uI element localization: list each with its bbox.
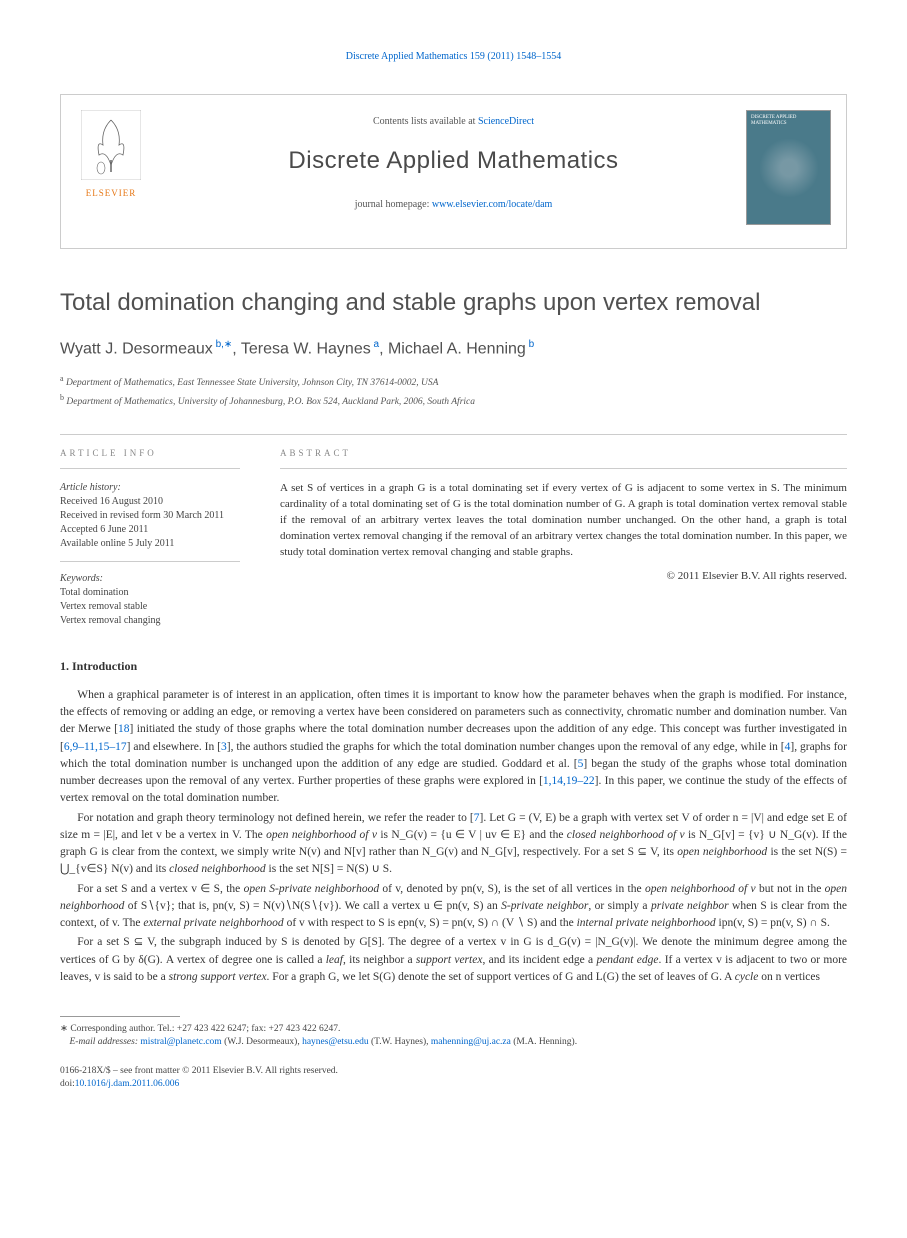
citation-link[interactable]: 7 [474,812,480,824]
footer-bar: 0166-218X/$ – see front matter © 2011 El… [60,1065,847,1092]
email-addresses-line: E-mail addresses: mistral@planetc.com (W… [60,1036,847,1049]
contents-prefix: Contents lists available at [373,116,478,127]
journal-cover-thumbnail: DISCRETE APPLIED MATHEMATICS [746,110,831,225]
abstract-label: ABSTRACT [280,447,847,469]
citation-link[interactable]: 4 [785,741,791,753]
email-attribution: (T.W. Haynes), [369,1037,429,1047]
corresponding-author-note: ∗ Corresponding author. Tel.: +27 423 42… [60,1023,847,1036]
citation-link[interactable]: 1,14,19–22 [543,775,595,787]
keyword: Vertex removal stable [60,600,240,614]
journal-header-box: ELSEVIER DISCRETE APPLIED MATHEMATICS Co… [60,94,847,249]
keyword: Total domination [60,586,240,600]
contents-available-line: Contents lists available at ScienceDirec… [181,115,726,129]
abstract-text: A set S of vertices in a graph G is a to… [280,481,847,561]
history-line: Received in revised form 30 March 2011 [60,509,240,523]
abstract-column: ABSTRACT A set S of vertices in a graph … [260,435,847,628]
affiliations: a Department of Mathematics, East Tennes… [60,373,847,410]
homepage-link[interactable]: www.elsevier.com/locate/dam [432,199,552,210]
sciencedirect-link[interactable]: ScienceDirect [478,116,534,127]
cover-art [759,138,819,198]
article-info-label: ARTICLE INFO [60,447,240,469]
cover-title: DISCRETE APPLIED MATHEMATICS [747,111,830,130]
body-text: When a graphical parameter is of interes… [60,687,847,986]
email-attribution: (W.J. Desormeaux), [222,1037,300,1047]
elsevier-wordmark: ELSEVIER [76,187,146,200]
affiliation-line: a Department of Mathematics, East Tennes… [60,373,847,390]
journal-homepage-line: journal homepage: www.elsevier.com/locat… [181,198,726,212]
article-info-column: ARTICLE INFO Article history: Received 1… [60,435,260,628]
article-title: Total domination changing and stable gra… [60,289,847,318]
elsevier-logo: ELSEVIER [76,110,146,199]
running-head: Discrete Applied Mathematics 159 (2011) … [60,50,847,64]
doi-label: doi: [60,1079,75,1089]
article-history: Article history: Received 16 August 2010… [60,481,240,562]
paragraph: When a graphical parameter is of interes… [60,687,847,808]
keywords-block: Keywords: Total dominationVertex removal… [60,572,240,628]
paragraph: For a set S ⊆ V, the subgraph induced by… [60,934,847,986]
history-line: Received 16 August 2010 [60,495,240,509]
footnotes: ∗ Corresponding author. Tel.: +27 423 42… [60,1023,847,1050]
history-line: Available online 5 July 2011 [60,537,240,551]
affiliation-line: b Department of Mathematics, University … [60,392,847,409]
email-link[interactable]: mistral@planetc.com [140,1037,221,1047]
doi-link[interactable]: 10.1016/j.dam.2011.06.006 [75,1079,179,1089]
email-attribution: (M.A. Henning). [511,1037,577,1047]
keywords-label: Keywords: [60,572,240,586]
author-list: Wyatt J. Desormeaux b,∗, Teresa W. Hayne… [60,338,847,361]
keyword: Vertex removal changing [60,614,240,628]
citation-link[interactable]: 6,9–11,15–17 [64,741,127,753]
abstract-copyright: © 2011 Elsevier B.V. All rights reserved… [280,569,847,584]
paragraph: For notation and graph theory terminolog… [60,810,847,879]
email-label: E-mail addresses: [70,1037,139,1047]
history-line: Accepted 6 June 2011 [60,523,240,537]
journal-name: Discrete Applied Mathematics [181,144,726,178]
citation-link[interactable]: 18 [118,723,130,735]
footnote-separator [60,1016,180,1017]
running-head-link[interactable]: Discrete Applied Mathematics 159 (2011) … [346,51,561,62]
paragraph: For a set S and a vertex v ∈ S, the open… [60,881,847,933]
history-label: Article history: [60,481,240,495]
citation-link[interactable]: 3 [221,741,227,753]
homepage-prefix: journal homepage: [355,199,432,210]
email-link[interactable]: haynes@etsu.edu [302,1037,369,1047]
issn-line: 0166-218X/$ – see front matter © 2011 El… [60,1065,847,1078]
section-heading-introduction: 1. Introduction [60,658,847,675]
email-link[interactable]: mahenning@uj.ac.za [431,1037,511,1047]
citation-link[interactable]: 5 [578,758,584,770]
elsevier-tree-icon [81,110,141,180]
